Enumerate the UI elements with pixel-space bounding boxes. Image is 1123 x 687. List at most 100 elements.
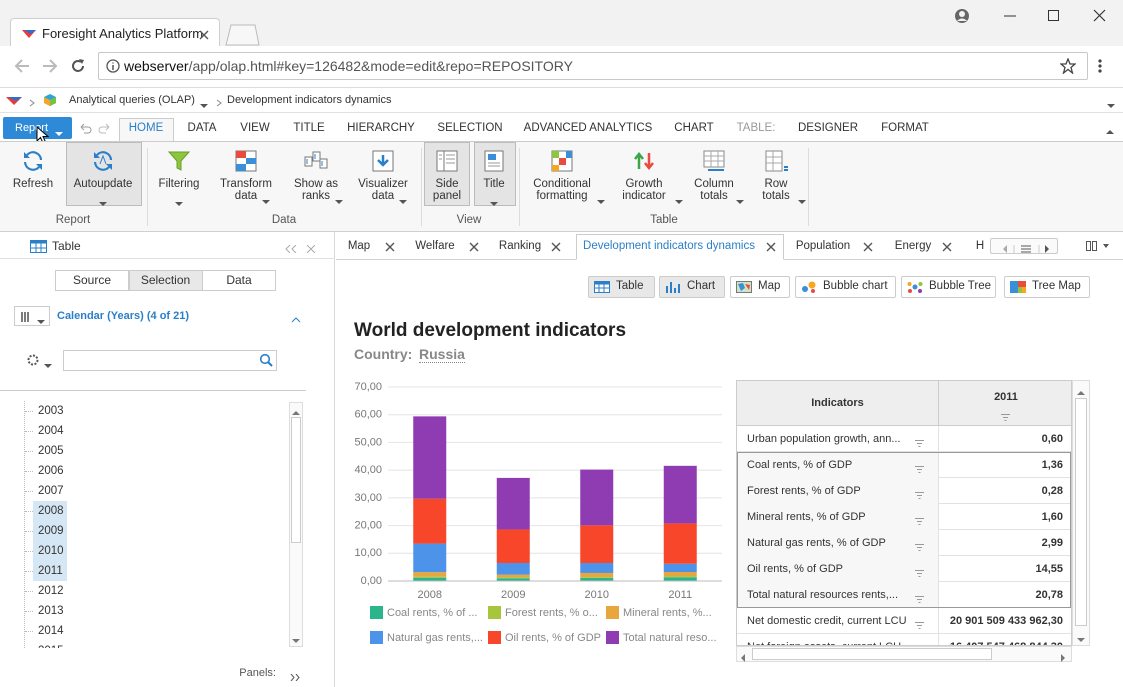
y-tick-label: 70,00 <box>354 381 382 393</box>
ribbon-tab[interactable]: HIERARCHY <box>347 122 415 134</box>
doc-tab[interactable]: Energy <box>894 240 932 252</box>
ribbon-button-label[interactable]: data <box>371 190 395 202</box>
country-value[interactable]: Russia <box>419 346 465 363</box>
ribbon-button-label[interactable]: ranks <box>301 190 331 202</box>
bar-segment <box>413 543 447 573</box>
year-item[interactable]: 2011 <box>38 565 63 577</box>
ribbon-button-label[interactable]: Autoupdate <box>73 178 133 190</box>
ribbon-button-label[interactable]: Growth <box>625 178 663 190</box>
search-box[interactable] <box>63 350 277 371</box>
scroll-up <box>1077 385 1085 395</box>
doc-tab[interactable]: Ranking <box>498 240 542 252</box>
close-icon <box>199 29 209 40</box>
breadcrumb-item[interactable]: Development indicators dynamics <box>227 94 392 106</box>
row-label[interactable]: Net domestic credit, current LCU <box>747 615 907 627</box>
year-item[interactable]: 2012 <box>38 585 64 597</box>
cell-value: 1,36 <box>1041 459 1063 471</box>
year-item[interactable]: 2007 <box>38 485 64 497</box>
ribbon-tab[interactable]: TITLE <box>293 122 325 134</box>
ribbon-button-label[interactable]: Conditional <box>533 178 591 190</box>
year-item[interactable]: 2010 <box>38 545 64 557</box>
breadcrumb-separator <box>29 96 35 107</box>
ribbon-tab[interactable]: SELECTION <box>437 122 503 134</box>
year-item[interactable]: 2009 <box>38 525 64 537</box>
scroll-left <box>740 651 746 662</box>
info-icon <box>106 59 120 73</box>
ribbon-button-label[interactable]: Side <box>435 178 459 190</box>
address-bar[interactable] <box>98 52 1088 80</box>
dimension-title[interactable]: Calendar (Years) (4 of 21) <box>57 310 190 322</box>
table-row <box>737 426 1071 452</box>
legend-label: Total natural reso... <box>623 632 717 644</box>
doc-tab[interactable]: Development indicators dynamics <box>583 240 755 252</box>
ribbon-button-label[interactable]: totals <box>762 190 790 202</box>
legend-swatch <box>370 606 383 619</box>
row-highlight <box>737 478 938 504</box>
doc-tab[interactable]: Map <box>347 240 371 252</box>
dropdown-arrow <box>735 194 744 204</box>
ribbon-button-label[interactable]: Show as <box>293 178 339 190</box>
row-label[interactable]: Forest rents, % of GDP <box>747 485 861 497</box>
dropdown-arrow <box>37 314 45 324</box>
bar-segment <box>580 562 614 573</box>
ribbon-button-label[interactable]: Visualizer <box>358 178 408 190</box>
doc-tab[interactable]: Population <box>795 240 851 252</box>
segment-button[interactable] <box>202 270 276 291</box>
ribbon-tab[interactable]: CHART <box>674 122 714 134</box>
ribbon-tab[interactable]: DESIGNER <box>797 122 859 134</box>
ribbon-tab[interactable]: FORMAT <box>881 122 929 134</box>
year-item[interactable]: 2006 <box>38 465 64 477</box>
cell-divider <box>938 634 939 645</box>
cell-value: 0,28 <box>1041 485 1063 497</box>
year-item[interactable]: 2014 <box>38 625 64 637</box>
ribbon-button-label[interactable]: data <box>234 190 258 202</box>
header-cell: Indicators <box>811 397 864 409</box>
doc-tab[interactable]: Welfare <box>415 240 455 252</box>
row-label[interactable]: Coal rents, % of GDP <box>747 459 853 471</box>
cell-value: 20,78 <box>1035 589 1063 601</box>
year-item[interactable]: 2005 <box>38 445 64 457</box>
row-label[interactable]: Mineral rents, % of GDP <box>747 511 866 523</box>
ribbon-button-icon <box>304 149 328 173</box>
view-button[interactable] <box>795 276 896 298</box>
row-label[interactable]: Net foreign assets, current LCU <box>747 640 901 645</box>
ribbon-tab[interactable]: VIEW <box>240 122 270 134</box>
year-item[interactable]: 2008 <box>38 505 64 517</box>
year-item[interactable]: 2013 <box>38 605 64 617</box>
ribbon-button-label[interactable]: Transform <box>220 178 272 190</box>
row-label[interactable]: Total natural resources rents,... <box>747 589 899 601</box>
ribbon-button-label[interactable]: panel <box>432 190 462 202</box>
doc-tab[interactable]: H <box>975 240 985 252</box>
breadcrumb-item[interactable]: Analytical queries (OLAP) <box>69 94 195 106</box>
ribbon-button-label[interactable]: Filtering <box>158 178 200 190</box>
year-item[interactable]: 2003 <box>38 405 64 417</box>
cell-divider <box>938 530 939 556</box>
ribbon-tab[interactable]: HOME <box>128 122 164 134</box>
view-button[interactable] <box>901 276 996 298</box>
row-label[interactable]: Natural gas rents, % of GDP <box>747 537 886 549</box>
view-button-icon <box>736 281 752 293</box>
ribbon-button-label[interactable]: Column <box>694 178 734 190</box>
year-item[interactable]: 2015 <box>38 644 64 648</box>
ribbon-tab[interactable]: ADVANCED ANALYTICS <box>523 122 653 134</box>
browser-tab[interactable] <box>10 18 220 47</box>
tree-branch <box>25 531 33 532</box>
view-button-label: Bubble Tree <box>929 280 992 292</box>
ribbon-button-icon <box>702 149 726 173</box>
ribbon-button-label[interactable]: Title <box>483 178 505 190</box>
ribbon-button-label[interactable]: indicator <box>622 190 666 202</box>
app-logo <box>6 95 22 105</box>
ribbon-button-label[interactable]: Refresh <box>12 178 54 190</box>
year-item[interactable]: 2004 <box>38 425 64 437</box>
segment-label: Source <box>72 273 112 287</box>
breadcrumb-bar <box>0 88 1123 113</box>
ribbon-tab[interactable]: TABLE: <box>736 122 776 134</box>
dropdown-arrow <box>1107 98 1115 108</box>
row-label[interactable]: Urban population growth, ann... <box>747 433 901 445</box>
row-label[interactable]: Oil rents, % of GDP <box>747 563 843 575</box>
ribbon-button-label[interactable]: Row <box>764 178 788 190</box>
ribbon-button-label[interactable]: totals <box>700 190 728 202</box>
ribbon-button-label[interactable]: formatting <box>536 190 588 202</box>
ribbon-tab[interactable]: DATA <box>187 122 217 134</box>
